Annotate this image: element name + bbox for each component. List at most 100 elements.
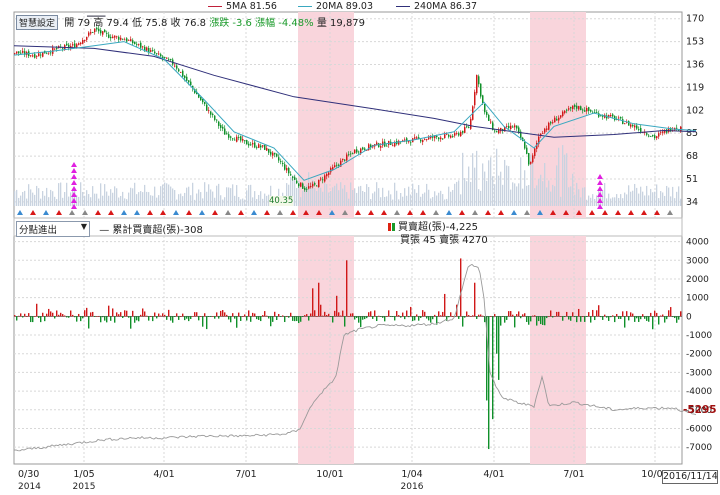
volume-bar	[254, 191, 256, 206]
net-flow-bar	[644, 316, 646, 319]
volume-bar	[458, 180, 460, 206]
xtick-8: 10/03	[641, 469, 668, 480]
volume-bar	[264, 193, 266, 206]
candle-body	[368, 144, 370, 151]
candle-body	[404, 139, 406, 141]
volume-bar	[506, 165, 508, 206]
candle-body	[178, 69, 180, 72]
candle-body	[596, 111, 598, 113]
high-price: 高 79.4	[93, 18, 129, 29]
net-flow-bar	[490, 316, 492, 317]
signal-triangle	[589, 210, 595, 215]
signal-triangle	[225, 210, 231, 215]
candle-body	[492, 122, 494, 130]
volume-bar	[488, 160, 490, 206]
volume-bar	[588, 195, 590, 206]
net-flow-bar	[322, 315, 324, 317]
highlight-band-flow-1	[530, 236, 586, 464]
net-flow-bar	[180, 316, 182, 317]
volume-bar	[614, 197, 616, 206]
candle-body	[144, 46, 146, 51]
candle-body	[298, 183, 300, 187]
net-flow-bar	[622, 311, 624, 317]
net-flow-bar	[576, 316, 578, 323]
volume-bar	[608, 193, 610, 206]
volume-bar	[50, 189, 52, 206]
candle-body	[662, 131, 664, 133]
candle-body	[568, 108, 570, 110]
candle-body	[220, 125, 222, 128]
volume-bar	[100, 183, 102, 206]
candle-body	[36, 55, 38, 57]
net-flow-bar	[114, 316, 116, 323]
volume-bar	[660, 191, 662, 206]
volume-bar	[576, 182, 578, 206]
volume-bar	[362, 190, 364, 206]
candle-body	[130, 39, 132, 42]
candle-body	[628, 121, 630, 126]
volume-bar	[648, 195, 650, 206]
net-flow-bar	[198, 316, 200, 321]
net-flow-bar	[212, 316, 214, 317]
net-flow-bar	[258, 316, 260, 320]
candle-body	[650, 136, 652, 137]
volume-bar	[430, 198, 432, 206]
candle-body	[548, 122, 550, 130]
volume-bar	[204, 182, 206, 206]
volume-bar	[532, 160, 534, 206]
volume-bar	[300, 197, 302, 206]
buy-signal-triangle	[71, 168, 77, 173]
volume-bar	[406, 195, 408, 206]
candle-body	[440, 137, 442, 140]
candle-body	[664, 130, 666, 133]
volume-bar	[432, 197, 434, 206]
volume-bar	[226, 187, 228, 206]
net-flow-bar	[572, 312, 574, 317]
buy-signal-triangle	[597, 180, 603, 185]
net-flow-bar	[360, 316, 362, 327]
volume-bar	[674, 198, 676, 206]
price-change-pct: 漲幅 -4.48%	[255, 18, 314, 29]
signal-triangle	[147, 210, 153, 215]
candle-body	[328, 172, 330, 176]
signal-triangle	[524, 210, 530, 215]
candle-body	[38, 53, 40, 57]
net-flow-bar	[614, 316, 616, 323]
candle-body	[170, 59, 172, 60]
volume-bar	[162, 184, 164, 206]
net-flow-bar	[602, 316, 604, 320]
volume-bar	[500, 171, 502, 206]
volume-bar	[214, 197, 216, 206]
candle-body	[450, 135, 452, 138]
indicator-select[interactable]: 分點進出 ▼	[16, 221, 90, 237]
volume-bar	[668, 187, 670, 206]
candle-body	[564, 110, 566, 113]
net-flow-bar	[394, 316, 396, 321]
volume-bar	[158, 195, 160, 206]
net-flow-bar	[210, 316, 212, 317]
volume-bar	[326, 184, 328, 206]
candle-body	[244, 140, 246, 142]
candle-body	[290, 174, 292, 176]
net-flow-bar	[270, 316, 272, 327]
volume-bar	[434, 191, 436, 206]
signal-triangle	[342, 210, 348, 215]
candle-body	[282, 163, 284, 164]
volume-bar	[360, 185, 362, 206]
net-flow-bar	[232, 313, 234, 317]
net-flow-bar	[670, 307, 672, 317]
volume-bar	[184, 192, 186, 206]
net-flow-bar	[370, 311, 372, 317]
candle-body	[284, 164, 286, 170]
candle-body	[302, 183, 304, 189]
volume-bar	[248, 185, 250, 206]
up-bar-swatch	[388, 223, 391, 231]
volume-bar	[442, 194, 444, 206]
net-flow-bar	[292, 316, 294, 321]
xtick-0: 0/30	[18, 469, 39, 480]
net-flow-bar	[402, 312, 404, 317]
net-flow-bar	[524, 313, 526, 317]
net-flow-bar	[674, 316, 676, 319]
smart-settings-button[interactable]: 智慧設定	[16, 15, 59, 30]
signal-triangle	[511, 210, 517, 215]
